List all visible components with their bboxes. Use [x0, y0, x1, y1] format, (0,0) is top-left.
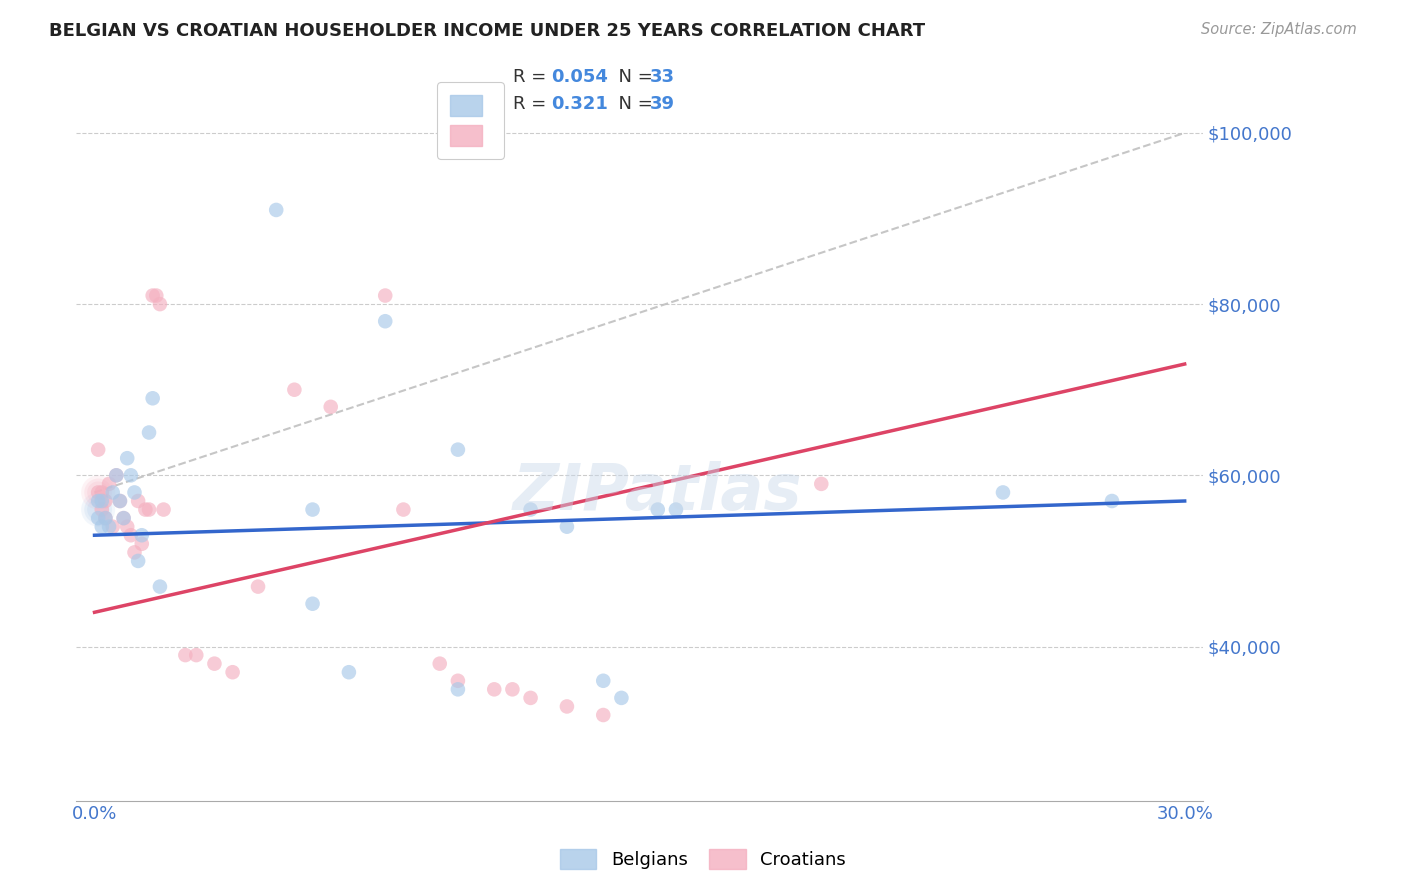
- Text: 0.054: 0.054: [551, 68, 607, 86]
- Point: [98, 519, 121, 533]
- Point: [301, 502, 323, 516]
- Point: [87, 485, 110, 500]
- Point: [124, 485, 146, 500]
- Point: [264, 202, 287, 217]
- Point: [484, 682, 506, 697]
- Point: [519, 502, 541, 516]
- Point: [174, 648, 197, 662]
- Point: [145, 288, 167, 302]
- Point: [124, 545, 146, 559]
- Point: [87, 485, 110, 500]
- Point: [149, 297, 172, 311]
- Point: [87, 485, 110, 500]
- Point: [374, 288, 396, 302]
- Point: [991, 485, 1014, 500]
- Point: [90, 502, 112, 516]
- Point: [105, 468, 128, 483]
- Point: [120, 528, 142, 542]
- Point: [131, 528, 153, 542]
- Point: [447, 682, 470, 697]
- Point: [108, 494, 131, 508]
- Point: [131, 537, 153, 551]
- Point: [90, 519, 112, 533]
- Point: [610, 690, 633, 705]
- Point: [319, 400, 342, 414]
- Point: [94, 511, 117, 525]
- Point: [87, 511, 110, 525]
- Text: N =: N =: [607, 68, 659, 86]
- Point: [138, 425, 160, 440]
- Point: [127, 554, 149, 568]
- Point: [555, 519, 578, 533]
- Point: [665, 502, 688, 516]
- Text: 39: 39: [650, 95, 675, 113]
- Text: Source: ZipAtlas.com: Source: ZipAtlas.com: [1201, 22, 1357, 37]
- Point: [101, 485, 124, 500]
- Point: [115, 519, 138, 533]
- Point: [501, 682, 523, 697]
- Legend: , : ,: [437, 82, 503, 159]
- Point: [134, 502, 156, 516]
- Point: [120, 468, 142, 483]
- Point: [87, 502, 110, 516]
- Point: [149, 580, 172, 594]
- Point: [447, 442, 470, 457]
- Point: [142, 391, 165, 405]
- Point: [87, 502, 110, 516]
- Point: [90, 494, 112, 508]
- Point: [98, 476, 121, 491]
- Point: [87, 442, 110, 457]
- Point: [247, 580, 270, 594]
- Point: [337, 665, 360, 680]
- Text: ZIPatlas: ZIPatlas: [513, 461, 803, 524]
- Point: [301, 597, 323, 611]
- Point: [152, 502, 174, 516]
- Point: [115, 451, 138, 466]
- Point: [90, 485, 112, 500]
- Point: [374, 314, 396, 328]
- Point: [392, 502, 415, 516]
- Legend: Belgians, Croatians: Belgians, Croatians: [551, 839, 855, 879]
- Point: [87, 502, 110, 516]
- Point: [592, 708, 614, 723]
- Point: [647, 502, 669, 516]
- Point: [142, 288, 165, 302]
- Text: R =: R =: [513, 95, 558, 113]
- Point: [94, 494, 117, 508]
- Point: [112, 511, 135, 525]
- Point: [108, 494, 131, 508]
- Point: [283, 383, 305, 397]
- Point: [447, 673, 470, 688]
- Point: [105, 468, 128, 483]
- Point: [127, 494, 149, 508]
- Text: N =: N =: [607, 95, 659, 113]
- Point: [592, 673, 614, 688]
- Point: [810, 476, 832, 491]
- Text: 0.321: 0.321: [551, 95, 607, 113]
- Text: R =: R =: [513, 68, 553, 86]
- Text: 33: 33: [650, 68, 675, 86]
- Point: [204, 657, 226, 671]
- Point: [87, 485, 110, 500]
- Text: BELGIAN VS CROATIAN HOUSEHOLDER INCOME UNDER 25 YEARS CORRELATION CHART: BELGIAN VS CROATIAN HOUSEHOLDER INCOME U…: [49, 22, 925, 40]
- Point: [429, 657, 451, 671]
- Point: [221, 665, 243, 680]
- Point: [1101, 494, 1123, 508]
- Point: [555, 699, 578, 714]
- Point: [138, 502, 160, 516]
- Point: [519, 690, 541, 705]
- Point: [87, 494, 110, 508]
- Point: [186, 648, 208, 662]
- Point: [94, 511, 117, 525]
- Point: [112, 511, 135, 525]
- Point: [101, 519, 124, 533]
